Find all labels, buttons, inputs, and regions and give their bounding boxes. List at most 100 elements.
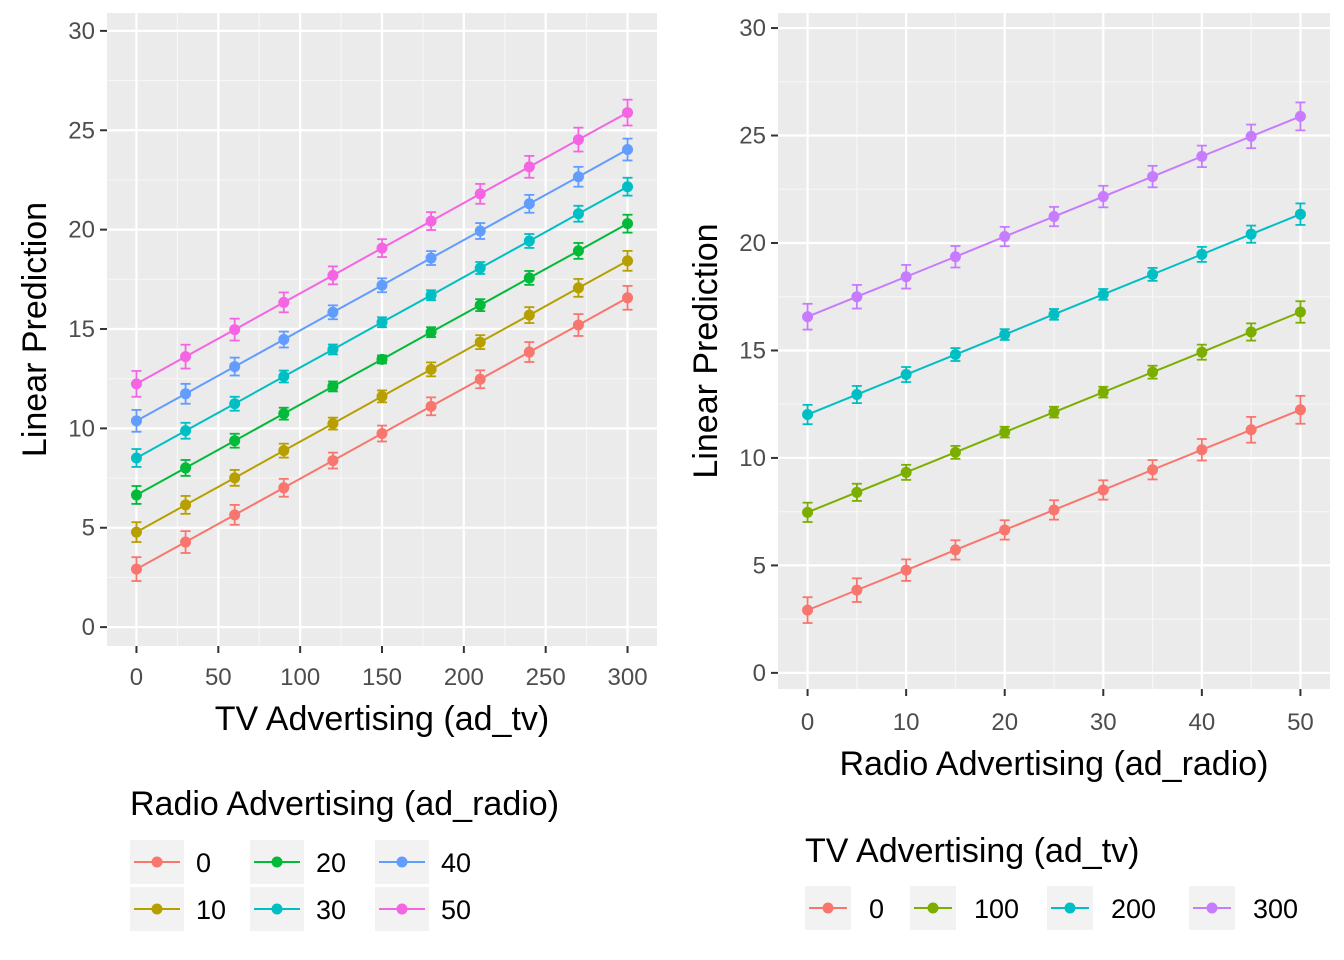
data-point [278,445,290,457]
data-point [622,292,634,304]
x-tick-label: 100 [280,664,320,691]
y-tick-label: 10 [68,415,95,442]
data-point [130,415,142,427]
data-point [1294,306,1306,318]
data-point [1147,171,1159,183]
data-point [376,316,388,328]
data-point [523,161,535,173]
y-tick-label: 20 [68,217,95,244]
y-tick-label: 10 [739,445,766,472]
data-point [229,472,241,484]
data-point [425,363,437,375]
data-point [1048,504,1060,516]
data-point [1245,326,1257,338]
legend-key-point [396,856,408,868]
x-tick-label: 200 [444,664,484,691]
data-point [327,455,339,467]
legend-label: 300 [1253,894,1298,924]
data-point [425,289,437,301]
data-point [802,311,814,323]
data-point [229,324,241,336]
x-tick-label: 50 [205,664,232,691]
y-tick-label: 20 [739,230,766,257]
data-point [999,329,1011,341]
legend-label: 20 [316,848,346,878]
x-tick-label: 30 [1090,709,1117,736]
data-point [130,489,142,501]
data-point [949,349,961,361]
data-point [1048,211,1060,223]
data-point [999,426,1011,438]
data-point [1048,406,1060,418]
data-point [572,134,584,146]
data-point [949,544,961,556]
legend-label: 0 [869,894,884,924]
data-point [900,271,912,283]
data-point [1294,404,1306,416]
y-tick-label: 30 [739,15,766,42]
x-tick-label: 250 [526,664,566,691]
legend-label: 100 [974,894,1019,924]
x-tick-label: 300 [608,664,648,691]
data-point [474,373,486,385]
data-point [278,296,290,308]
data-point [376,390,388,402]
data-point [851,486,863,498]
data-point [130,452,142,464]
data-point [1294,208,1306,220]
data-point [1196,444,1208,456]
data-point [572,171,584,183]
data-point [229,361,241,373]
data-point [474,299,486,311]
data-point [425,215,437,227]
data-point [900,466,912,478]
data-point [278,371,290,383]
legend-title: Radio Advertising (ad_radio) [130,785,559,823]
data-point [802,506,814,518]
data-point [376,242,388,254]
data-point [622,218,634,230]
data-point [327,418,339,430]
data-point [802,409,814,421]
legend-label: 10 [196,895,226,925]
data-point [376,353,388,365]
legend-title: TV Advertising (ad_tv) [805,832,1139,870]
data-point [572,245,584,257]
data-point [376,428,388,440]
legend-key-point [151,903,163,915]
data-point [180,425,192,437]
data-point [523,272,535,284]
legend-key-point [927,902,939,914]
data-point [376,279,388,291]
data-point [999,524,1011,536]
y-tick-label: 5 [753,552,766,579]
data-point [425,400,437,412]
data-point [572,319,584,331]
data-point [425,252,437,264]
legend-label: 40 [441,848,471,878]
legend-label: 50 [441,895,471,925]
y-axis-title: Linear Prediction [16,202,54,457]
data-point [1245,424,1257,436]
data-point [1097,386,1109,398]
data-point [900,369,912,381]
y-tick-label: 30 [68,18,95,45]
data-point [949,446,961,458]
legend-key-point [271,856,283,868]
data-point [1097,484,1109,496]
data-point [851,584,863,596]
data-point [622,255,634,267]
data-point [327,380,339,392]
data-point [1294,110,1306,122]
y-tick-label: 15 [739,337,766,364]
legend-key-point [151,856,163,868]
data-point [278,408,290,420]
x-tick-label: 20 [991,709,1018,736]
data-point [1048,308,1060,320]
legend-label: 0 [196,848,211,878]
data-point [130,563,142,575]
data-point [229,435,241,447]
data-point [523,309,535,321]
